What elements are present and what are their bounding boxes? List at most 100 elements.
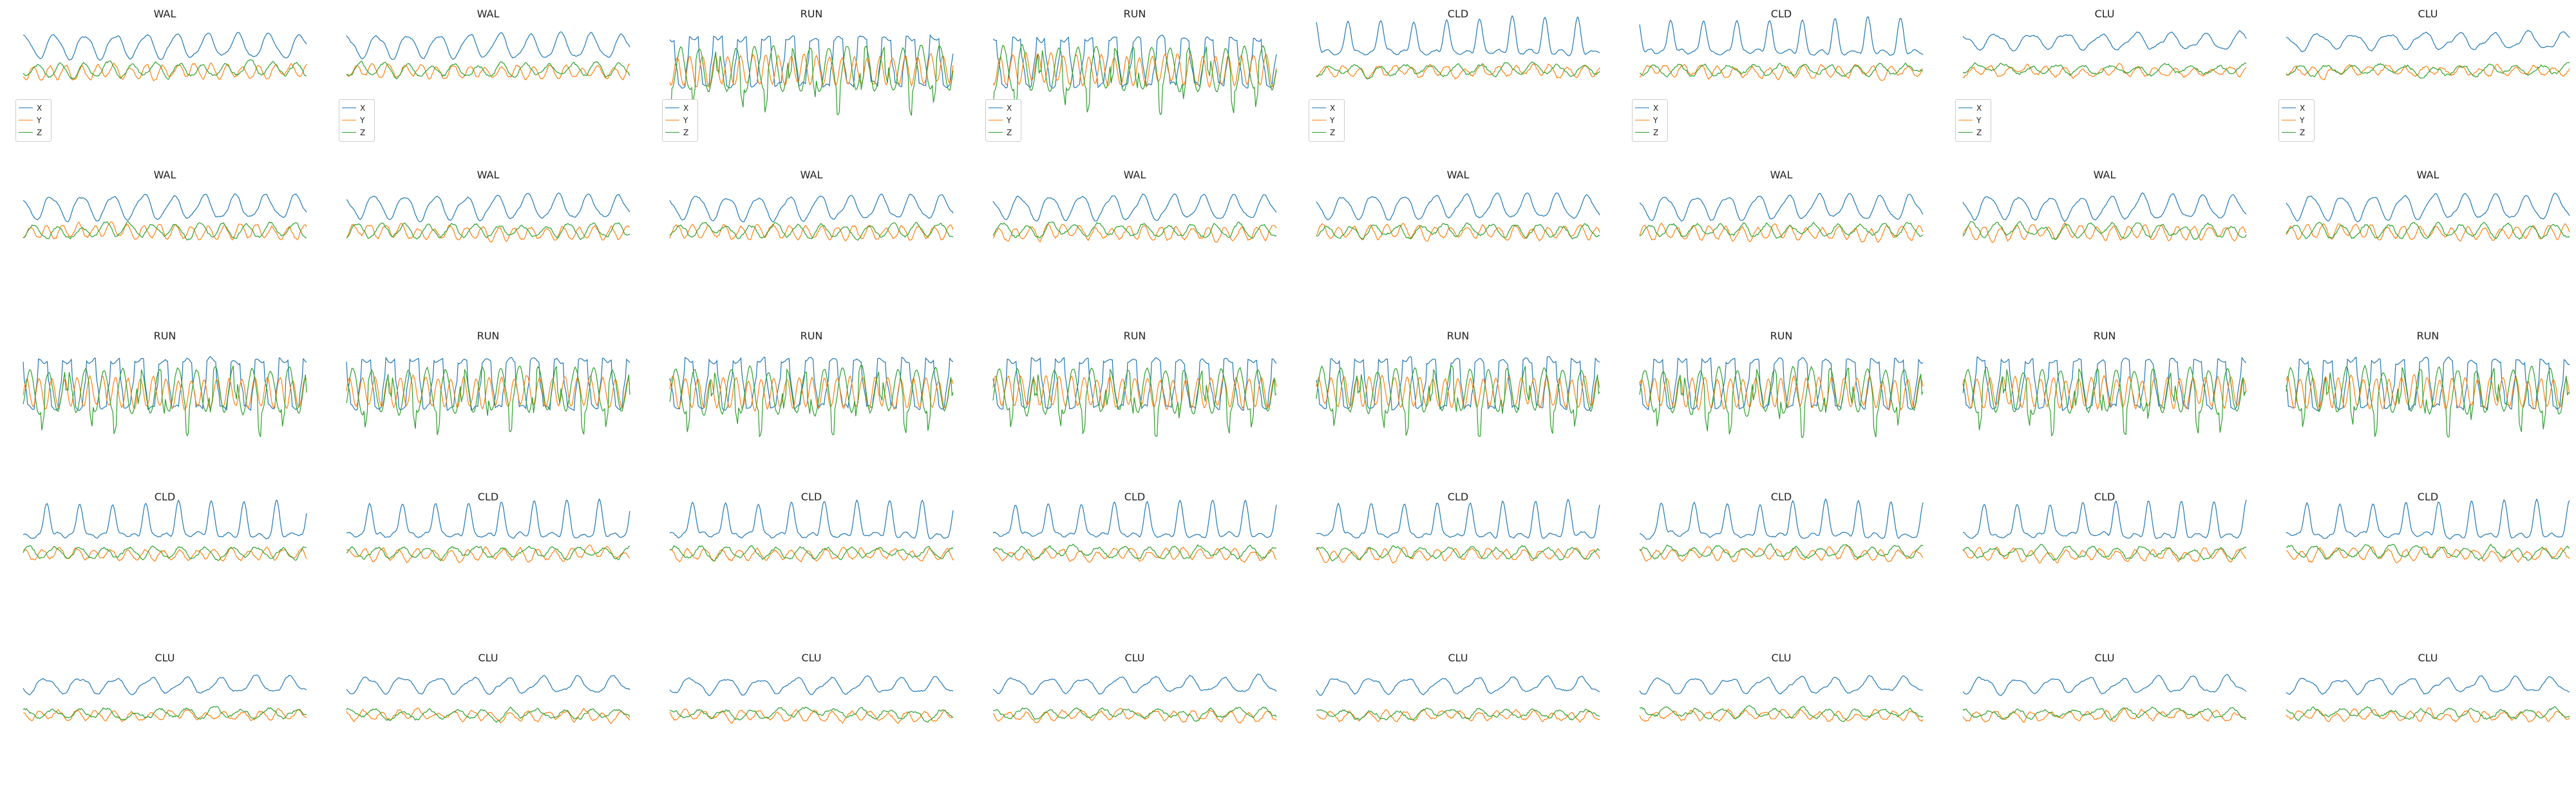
series-line-y xyxy=(2286,707,2570,723)
series-line-x xyxy=(23,32,307,61)
series-line-z xyxy=(23,59,307,80)
subplot-title: WAL xyxy=(2416,169,2439,181)
series-line-x xyxy=(346,675,630,696)
series-line-y xyxy=(669,547,954,563)
series-line-z xyxy=(1639,705,1924,722)
legend-label: Z xyxy=(1007,128,1012,137)
series-line-y xyxy=(23,547,307,562)
legend-label: X xyxy=(1653,103,1659,113)
subplot-title: CLD xyxy=(1447,8,1469,20)
series-line-z xyxy=(669,222,954,241)
series-line-x xyxy=(1316,498,1600,539)
series-line-z xyxy=(992,706,1277,723)
series-line-y xyxy=(346,62,630,80)
series-line-z xyxy=(1962,221,2247,240)
series-line-y xyxy=(1316,547,1600,564)
subplot-r4-c5: CLU xyxy=(1639,652,1924,781)
subplot-r2-c6: RUN xyxy=(1962,330,2247,459)
legend-label: Z xyxy=(1330,128,1336,137)
series-line-z xyxy=(23,545,307,562)
series-line-x xyxy=(1639,357,1924,410)
series-line-x xyxy=(992,499,1277,538)
series-line-y xyxy=(1316,223,1600,242)
series-line-z xyxy=(1639,62,1924,78)
subplot-plot xyxy=(23,32,307,81)
series-line-z xyxy=(1316,545,1600,562)
series-line-x xyxy=(669,193,954,223)
legend-swatch xyxy=(1635,132,1649,133)
legend-entry: Y xyxy=(1635,114,1665,126)
subplot-plot xyxy=(2286,356,2570,438)
subplot-r4-c0: CLU xyxy=(23,652,307,781)
subplot-plot xyxy=(992,357,1277,437)
series-line-x xyxy=(1962,674,2247,696)
legend-entry: Y xyxy=(1312,114,1341,126)
subplot-title: WAL xyxy=(1123,169,1146,181)
series-line-y xyxy=(1639,222,1924,243)
subplot-r4-c6: CLU xyxy=(1962,652,2247,781)
subplot-r1-c4: WAL xyxy=(1316,169,1600,298)
legend-swatch xyxy=(19,132,33,133)
series-line-y xyxy=(23,708,307,722)
subplot-title: CLU xyxy=(2418,8,2438,20)
series-line-x xyxy=(992,674,1277,695)
series-line-x xyxy=(346,498,630,539)
subplot-title: WAL xyxy=(1770,169,1793,181)
series-line-z xyxy=(23,221,307,241)
subplot-r2-c1: RUN xyxy=(346,330,630,459)
legend-label: Y xyxy=(37,115,42,125)
legend-entry: X xyxy=(989,102,1018,114)
legend-entry: X xyxy=(1958,102,1988,114)
series-line-x xyxy=(346,192,630,223)
series-line-x xyxy=(23,499,307,540)
series-line-x xyxy=(669,499,954,540)
subplot-r0-c1: WAL X Y Z xyxy=(339,8,630,142)
legend-swatch xyxy=(342,132,356,133)
subplot-title: RUN xyxy=(1123,330,1146,342)
legend-entry: X xyxy=(1635,102,1665,114)
series-line-x xyxy=(669,33,954,89)
legend-entry: Z xyxy=(19,126,48,138)
series-line-y xyxy=(1962,374,2247,410)
series-line-z xyxy=(23,706,307,721)
subplot-title: CLD xyxy=(1770,491,1792,503)
subplot-r4-c3: CLU xyxy=(992,652,1277,781)
subplot-r1-c7: WAL xyxy=(2286,169,2570,298)
legend-label: X xyxy=(1976,103,1982,113)
legend-swatch xyxy=(665,132,679,133)
series-line-z xyxy=(1962,366,2247,437)
series-line-z xyxy=(2286,61,2570,79)
legend-label: Z xyxy=(1653,128,1659,137)
subplot-r0-c0: WAL X Y Z xyxy=(15,8,307,142)
legend-label: Y xyxy=(1330,115,1335,125)
subplot-plot xyxy=(2286,498,2570,564)
series-line-x xyxy=(992,193,1277,222)
legend-entry: Y xyxy=(989,114,1018,126)
legend-entry: Y xyxy=(19,114,48,126)
series-line-x xyxy=(1639,675,1924,695)
series-line-z xyxy=(992,222,1277,239)
subplot-r1-c3: WAL xyxy=(992,169,1277,298)
subplot-plot xyxy=(346,192,630,243)
series-line-x xyxy=(23,674,307,696)
subplot-plot xyxy=(1316,355,1600,437)
legend-entry: Z xyxy=(2282,126,2311,138)
subplot-title: RUN xyxy=(477,330,500,342)
series-line-z xyxy=(2286,544,2570,561)
series-line-z xyxy=(1639,365,1924,439)
subplot-plot xyxy=(1962,356,2247,437)
series-line-x xyxy=(1639,16,1924,56)
series-line-z xyxy=(669,706,954,723)
series-line-x xyxy=(1316,675,1600,696)
series-line-z xyxy=(1962,706,2247,721)
subplot-r3-c7: CLD xyxy=(2286,491,2570,620)
subplot-plot xyxy=(669,193,954,242)
series-line-z xyxy=(669,545,954,562)
subplot-title: RUN xyxy=(800,8,823,20)
subplot-plot xyxy=(23,193,307,241)
series-line-z xyxy=(992,544,1277,561)
subplot-title: CLU xyxy=(2418,652,2438,664)
subplot-plot xyxy=(23,674,307,722)
